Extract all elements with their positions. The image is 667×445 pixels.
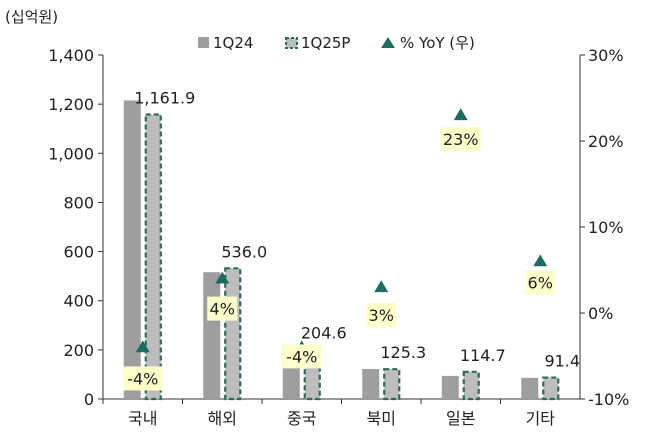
bar-1q25p <box>144 113 162 401</box>
yoy-marker <box>135 340 150 353</box>
value-label: 114.7 <box>460 346 506 365</box>
yoy-marker <box>374 280 389 293</box>
value-label: 1,161.9 <box>134 89 195 108</box>
left-tick-label: 600 <box>63 243 94 262</box>
x-tick-label: 북미 <box>367 409 396 428</box>
yoy-label: -4% <box>127 369 158 388</box>
x-tick-label: 해외 <box>208 409 237 428</box>
legend-label-1q24: 1Q24 <box>213 34 253 52</box>
bar-1q24 <box>203 272 221 399</box>
bar-1q24 <box>362 369 380 399</box>
axes: (십억원) 0 200 400 600 800 1,000 1,200 1,400 -10% 0% 1… <box>5 8 629 428</box>
x-tick-label: 기타 <box>526 409 556 428</box>
right-tick-label: 20% <box>588 132 624 151</box>
right-tick-label: -10% <box>588 390 629 409</box>
x-tick-label: 국내 <box>128 409 157 428</box>
yoy-label-box <box>122 366 163 391</box>
bar-1q25p <box>383 368 401 401</box>
legend-swatch-1q24 <box>198 37 209 48</box>
right-tick-label: 10% <box>588 218 624 237</box>
value-label: 91.4 <box>544 352 580 371</box>
bar-1q25p <box>462 370 480 401</box>
left-tick-label: 200 <box>63 341 94 360</box>
yoy-marker <box>533 254 548 267</box>
left-tick-label: 0 <box>84 390 94 409</box>
left-tick-label: 1,000 <box>48 144 94 163</box>
yoy-label: 4% <box>210 300 235 319</box>
yoy-label: 6% <box>528 273 553 292</box>
legend-swatch-1q25p <box>285 37 298 49</box>
left-tick-label: 1,200 <box>48 95 94 114</box>
x-tick-label: 일본 <box>446 409 475 428</box>
bar-1q24 <box>123 100 141 399</box>
legend-label-1q25p: 1Q25P <box>301 34 350 52</box>
data-labels: 1,161.9 536.0 204.6 125.3 114.7 91.4 <box>134 89 580 371</box>
yoy-label-box <box>281 344 322 369</box>
yoy-series: -4% 4% -4% 3% 23% 6% <box>122 108 556 391</box>
value-label: 204.6 <box>301 324 347 343</box>
legend: 1Q24 1Q25P % YoY (우) <box>198 34 475 52</box>
yoy-marker <box>453 108 468 121</box>
yoy-label: -4% <box>286 347 317 366</box>
yoy-label: 3% <box>369 306 394 325</box>
yoy-label-box <box>440 127 481 152</box>
value-label: 125.3 <box>380 343 426 362</box>
right-tick-label: 0% <box>588 304 613 323</box>
right-tick-label: 30% <box>588 46 624 65</box>
left-axis-unit: (십억원) <box>5 8 58 26</box>
left-tick-label: 800 <box>63 193 94 212</box>
yoy-label: 23% <box>443 130 479 149</box>
yoy-marker <box>215 271 230 284</box>
bar-1q25p <box>542 376 560 401</box>
yoy-label-box <box>525 270 556 295</box>
yoy-label-box <box>366 303 397 328</box>
bar-1q25p <box>224 267 242 401</box>
x-tick-label: 중국 <box>287 409 316 428</box>
legend-label-yoy: % YoY (우) <box>400 34 475 52</box>
bar-1q24 <box>441 375 459 399</box>
left-tick-label: 1,400 <box>48 46 94 65</box>
legend-swatch-yoy <box>381 37 395 48</box>
left-tick-label: 400 <box>63 292 94 311</box>
yoy-label-box <box>207 296 238 321</box>
value-label: 536.0 <box>221 242 267 261</box>
bar-1q24 <box>521 377 539 399</box>
